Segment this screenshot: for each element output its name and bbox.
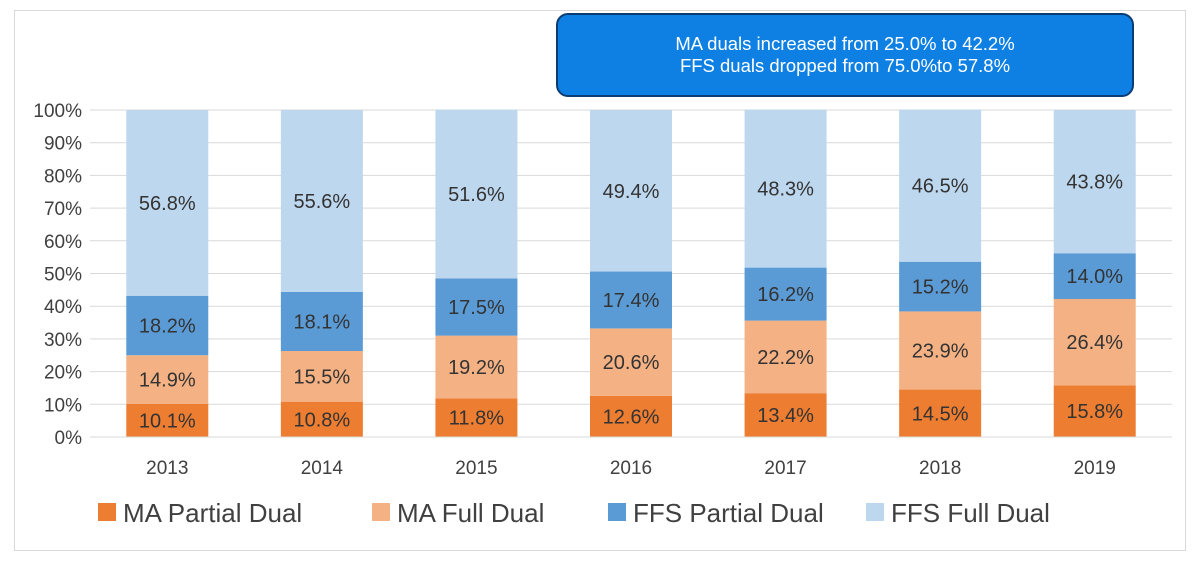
- x-tick-label-2019: 2019: [1074, 458, 1116, 479]
- data-label-ma-partial-dual-2017: 13.4%: [757, 405, 814, 427]
- bar-ma-full-dual-2014: [280, 350, 363, 402]
- x-axis: 2013 2014 2015 2016 2017 2018 2019: [90, 436, 1172, 479]
- bar-ffs-partial-dual-2017: [744, 267, 827, 321]
- bar-ma-full-dual-2016: [590, 328, 672, 396]
- x-tick-label-2018: 2018: [919, 458, 961, 479]
- bar-ma-partial-dual-2016: [590, 395, 672, 437]
- legend-swatch-ffs-partial-dual: [608, 503, 626, 521]
- data-label-ma-partial-dual-2015: 11.8%: [449, 408, 504, 430]
- bar-ffs-full-dual-2018: [899, 109, 982, 262]
- legend-swatch-ffs-full-dual: [866, 503, 884, 521]
- legend: MA Partial Dual MA Full Dual FFS Partial D…: [98, 498, 1050, 528]
- x-tick-label-2015: 2015: [455, 458, 497, 479]
- data-label-ffs-partial-dual-2019: 14.0%: [1066, 266, 1123, 288]
- bar-ffs-partial-dual-2014: [280, 291, 363, 351]
- data-label-ffs-full-dual-2015: 51.6%: [448, 184, 505, 206]
- bar-ma-partial-dual-2017: [744, 393, 827, 437]
- y-tick-label-3: 30%: [44, 330, 82, 351]
- bar-ma-partial-dual-2013: [126, 403, 209, 437]
- data-label-ffs-full-dual-2018: 46.5%: [912, 176, 969, 198]
- data-label-ma-partial-dual-2016: 12.6%: [603, 406, 660, 428]
- y-tick-label-0: 0%: [55, 428, 83, 449]
- y-tick-label-7: 70%: [44, 199, 82, 220]
- data-label-ma-partial-dual-2018: 14.5%: [912, 403, 969, 425]
- bar-ma-partial-dual-2019: [1053, 385, 1136, 437]
- data-label-ma-full-dual-2015: 19.2%: [448, 357, 505, 379]
- bar-ffs-partial-dual-2015: [435, 278, 518, 336]
- data-label-ffs-full-dual-2016: 49.4%: [603, 181, 660, 203]
- data-label-ma-full-dual-2017: 22.2%: [757, 347, 814, 369]
- data-label-ffs-partial-dual-2018: 15.2%: [912, 277, 969, 299]
- data-label-ffs-full-dual-2014: 55.6%: [293, 191, 350, 213]
- y-tick-label-4: 40%: [44, 297, 82, 318]
- data-label-ffs-full-dual-2017: 48.3%: [757, 179, 814, 201]
- bar-ma-partial-dual-2014: [280, 401, 363, 437]
- bar-ffs-partial-dual-2019: [1053, 253, 1136, 300]
- legend-label-ffs-full-dual: FFS Full Dual: [891, 498, 1050, 528]
- data-label-ma-full-dual-2013: 14.9%: [139, 370, 196, 392]
- bar-ffs-full-dual-2015: [435, 109, 518, 279]
- bar-ma-partial-dual-2015: [435, 398, 518, 437]
- bar-ffs-full-dual-2014: [280, 110, 363, 292]
- data-label-ma-full-dual-2018: 23.9%: [912, 341, 969, 363]
- legend-label-ffs-partial-dual: FFS Partial Dual: [633, 498, 824, 528]
- bar-ma-full-dual-2018: [899, 311, 982, 390]
- data-label-ma-full-dual-2014: 15.5%: [293, 366, 350, 388]
- data-label-ffs-full-dual-2019: 43.8%: [1066, 172, 1123, 194]
- bar-ffs-partial-dual-2016: [590, 271, 672, 329]
- x-tick-label-2017: 2017: [764, 458, 806, 479]
- bar-ffs-partial-dual-2013: [126, 295, 209, 356]
- y-tick-label-10: 100%: [33, 101, 82, 122]
- bar-ffs-full-dual-2013: [126, 110, 209, 296]
- bars: 10.1% 14.9% 18.2% 56.8% 10.8% 15.5% 18.1% 55.6%…: [126, 109, 1136, 437]
- data-label-ma-full-dual-2016: 20.6%: [603, 352, 660, 374]
- y-tick-label-2: 20%: [44, 363, 82, 384]
- bar-ma-full-dual-2013: [126, 355, 209, 404]
- bar-ffs-full-dual-2016: [590, 110, 672, 272]
- bar-ma-full-dual-2019: [1053, 299, 1136, 386]
- x-tick-label-2016: 2016: [610, 458, 652, 479]
- data-label-ma-partial-dual-2014: 10.8%: [293, 409, 350, 431]
- data-label-ma-partial-dual-2019: 15.8%: [1066, 401, 1123, 423]
- legend-label-ma-full-dual: MA Full Dual: [397, 498, 544, 528]
- y-tick-label-1: 10%: [44, 395, 82, 416]
- chart-frame: [14, 10, 1186, 551]
- bar-ma-full-dual-2015: [435, 335, 518, 399]
- bar-ffs-full-dual-2017: [744, 109, 827, 268]
- legend-swatch-ma-full-dual: [372, 503, 390, 521]
- data-label-ffs-partial-dual-2015: 17.5%: [448, 297, 505, 319]
- data-label-ma-partial-dual-2013: 10.1%: [139, 410, 196, 432]
- data-label-ma-full-dual-2019: 26.4%: [1066, 332, 1123, 354]
- x-tick-label-2013: 2013: [146, 458, 188, 479]
- legend-swatch-ma-partial-dual: [98, 503, 116, 521]
- annotation-line-2: FFS duals dropped from 75.0%to 57.8%: [679, 55, 1011, 76]
- y-tick-label-6: 60%: [44, 232, 82, 253]
- legend-label-ma-partial-dual: MA Partial Dual: [123, 498, 302, 528]
- bar-ffs-full-dual-2019: [1053, 110, 1136, 254]
- data-label-ffs-full-dual-2013: 56.8%: [139, 193, 196, 215]
- bar-ma-partial-dual-2018: [899, 389, 982, 437]
- data-label-ffs-partial-dual-2017: 16.2%: [757, 284, 814, 306]
- annotation-line-1: MA duals increased from 25.0% to 42.2%: [675, 33, 1015, 54]
- y-tick-label-5: 50%: [44, 265, 82, 286]
- bar-ma-full-dual-2017: [744, 320, 827, 394]
- annotation-callout: MA duals increased from 25.0% to 42.2% F…: [556, 13, 1134, 97]
- y-axis: 0% 10% 20% 30% 40% 50% 60% 70% 80% 90% 100%: [33, 101, 82, 449]
- x-tick-label-2014: 2014: [301, 458, 344, 479]
- y-tick-label-8: 80%: [44, 166, 82, 187]
- data-label-ffs-partial-dual-2013: 18.2%: [139, 315, 196, 337]
- data-label-ffs-partial-dual-2016: 17.4%: [603, 290, 660, 312]
- y-tick-label-9: 90%: [44, 134, 82, 155]
- data-label-ffs-partial-dual-2014: 18.1%: [293, 311, 350, 333]
- bar-ffs-partial-dual-2018: [899, 261, 982, 312]
